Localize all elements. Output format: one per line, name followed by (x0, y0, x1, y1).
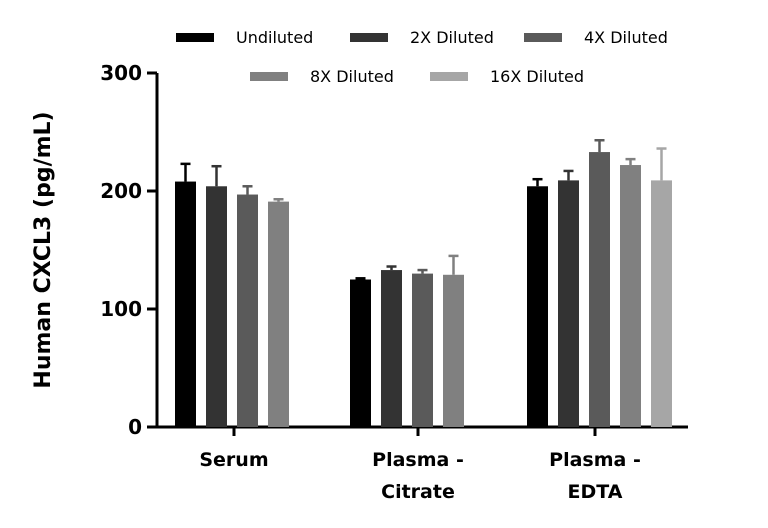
bar (527, 186, 548, 427)
legend-swatch (430, 72, 468, 81)
bar (381, 270, 402, 427)
legend-label: 4X Diluted (584, 28, 668, 47)
legend: Undiluted 2X Diluted 4X Diluted 8X Diluted 1… (176, 28, 668, 86)
bar (558, 180, 579, 427)
x-tick-label: Plasma - (372, 449, 464, 471)
bar (443, 274, 464, 427)
legend-swatch (524, 33, 562, 42)
y-tick-label: 0 (128, 415, 142, 439)
legend-swatch (176, 33, 214, 42)
legend-label: 2X Diluted (410, 28, 494, 47)
x-tick-label: EDTA (568, 481, 623, 503)
bar (206, 186, 227, 427)
bar (651, 180, 672, 427)
bar (620, 165, 641, 428)
y-axis: 0 100 200 300 (100, 61, 159, 439)
bar (350, 279, 371, 427)
x-tick-label: Serum (199, 449, 268, 471)
bar (589, 152, 610, 427)
bars (175, 139, 672, 428)
legend-label: 16X Diluted (490, 67, 584, 86)
bar (412, 273, 433, 427)
y-tick-label: 300 (100, 61, 142, 85)
bar (237, 194, 258, 427)
legend-label: 8X Diluted (310, 67, 394, 86)
legend-swatch (350, 33, 388, 42)
bar (268, 201, 289, 427)
legend-swatch (250, 72, 288, 81)
x-tick-label: Plasma - (549, 449, 641, 471)
y-tick-label: 200 (100, 179, 142, 203)
x-axis: Serum Plasma - Citrate Plasma - EDTA (157, 425, 688, 503)
x-tick-label: Citrate (381, 481, 455, 503)
legend-label: Undiluted (236, 28, 313, 47)
y-tick-label: 100 (100, 297, 142, 321)
y-axis-label: Human CXCL3 (pg/mL) (31, 111, 56, 388)
bar (175, 181, 196, 427)
